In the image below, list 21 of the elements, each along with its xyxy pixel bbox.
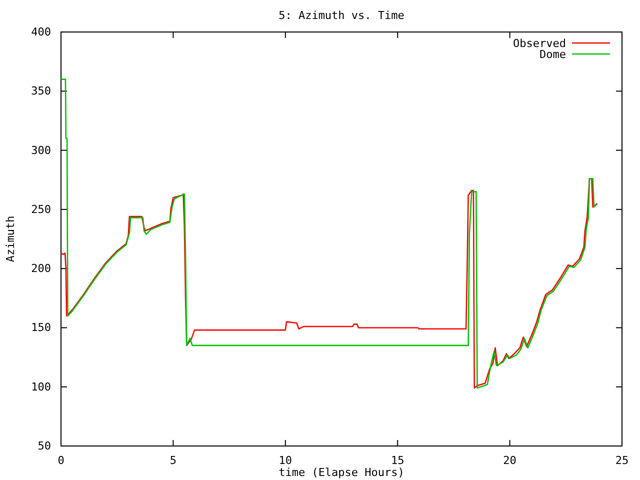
x-tick-label: 25 [615,454,629,467]
y-tick-label: 350 [31,84,51,98]
legend-label: Observed [513,37,566,50]
y-axis-title: Azimuth [4,216,17,262]
chart-title: 5: Azimuth vs. Time [278,9,404,22]
y-tick-label: 400 [31,26,51,39]
x-tick-label: 15 [390,454,404,467]
y-tick-label: 150 [31,321,51,334]
x-axis-title: time (Elapse Hours) [278,466,404,479]
x-tick-label: 5 [170,454,177,467]
y-tick-label: 250 [31,202,51,216]
y-tick-label: 100 [31,380,51,394]
x-tick-label: 20 [503,454,516,467]
line-series [60,78,597,389]
x-tick-label: 0 [58,454,64,467]
x-tick-label: 10 [278,454,292,467]
y-tick-label: 300 [31,144,51,157]
y-tick-label: 200 [31,262,51,276]
line-series [60,178,598,389]
legend-label: Dome [540,48,566,61]
y-tick-label: 50 [38,440,51,453]
